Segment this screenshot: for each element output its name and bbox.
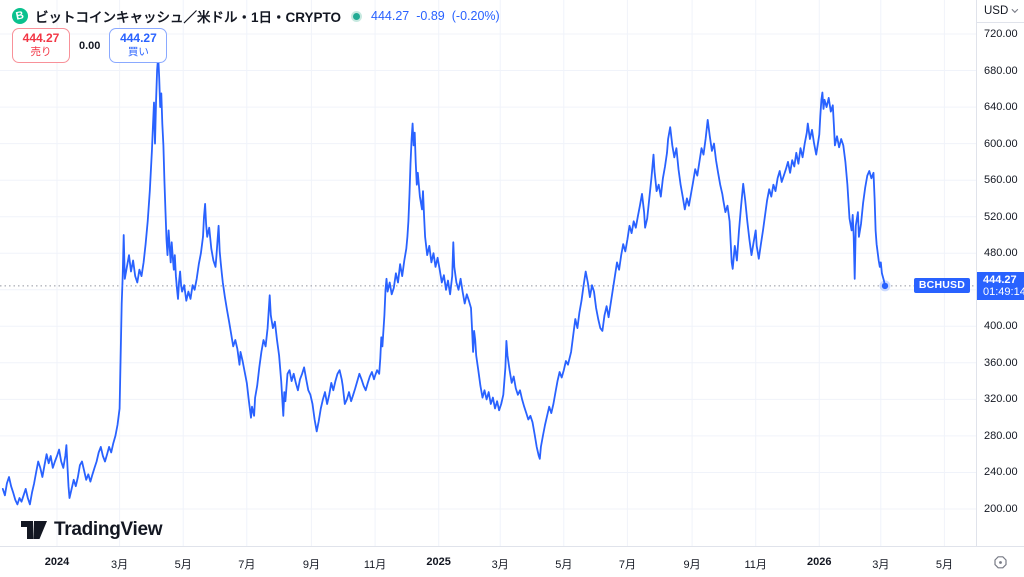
time-axis-label: 2026 xyxy=(807,556,832,568)
currency-selector[interactable]: USD xyxy=(977,0,1024,23)
price-axis-label: 560.00 xyxy=(984,174,1018,187)
market-status-icon[interactable] xyxy=(351,10,363,22)
last-price: 444.27 xyxy=(371,9,410,23)
price-axis-label: 600.00 xyxy=(984,137,1018,150)
time-axis-label: 2024 xyxy=(44,556,70,568)
bar-countdown: 01:49:14 xyxy=(983,285,1024,298)
quote-values: 444.27 -0.89 (-0.20%) xyxy=(371,9,500,23)
spread-value: 0.00 xyxy=(79,39,101,52)
chevron-down-icon xyxy=(1011,8,1019,14)
current-price-value: 444.27 xyxy=(983,273,1017,286)
buy-price: 444.27 xyxy=(120,31,157,45)
symbol-price-tag: BCHUSD xyxy=(913,278,970,294)
gear-icon xyxy=(993,555,1007,568)
buy-label: 買い xyxy=(127,46,149,58)
tradingview-logo-icon xyxy=(21,521,47,539)
price-line-chart xyxy=(0,0,976,546)
chart-pane[interactable]: BCHUSD xyxy=(0,0,976,546)
tradingview-logo[interactable]: TradingView xyxy=(21,519,163,541)
price-change: -0.89 xyxy=(416,9,445,23)
price-axis-label: 400.00 xyxy=(984,320,1018,333)
price-axis-label: 280.00 xyxy=(984,429,1018,442)
time-axis-label: 2025 xyxy=(426,556,451,568)
price-axis-label: 240.00 xyxy=(984,466,1018,479)
currency-label: USD xyxy=(984,5,1009,17)
bitcoin-cash-icon: B xyxy=(12,8,28,24)
price-axis-label: 720.00 xyxy=(984,28,1018,40)
buy-button[interactable]: 444.27 買い xyxy=(109,28,168,64)
time-axis-label: 7月 xyxy=(238,559,256,571)
price-axis-label: 520.00 xyxy=(984,210,1018,223)
current-price-label: 444.27 01:49:14 xyxy=(977,271,1024,300)
time-axis[interactable]: 2024 3月 5月 7月 9月 11月 2025 3月 5月 7月 9月 11月 2026 3月 5月 xyxy=(0,546,976,577)
price-axis-label: 360.00 xyxy=(984,356,1018,369)
time-axis-label: 3月 xyxy=(491,559,509,571)
price-axis[interactable]: USD 720.00 680.00 640.00 600.00 560.00 520.00… xyxy=(976,0,1024,546)
price-axis-label: 320.00 xyxy=(984,393,1018,406)
time-axis-label: 11月 xyxy=(744,559,767,571)
time-axis-label: 7月 xyxy=(618,559,636,571)
scale-settings-corner[interactable] xyxy=(976,546,1024,577)
price-axis-label: 640.00 xyxy=(984,101,1018,114)
time-axis-label: 9月 xyxy=(302,559,320,571)
price-axis-label: 200.00 xyxy=(984,503,1018,515)
sell-price: 444.27 xyxy=(22,31,60,45)
time-axis-label: 11月 xyxy=(363,559,387,571)
tradingview-logo-text: TradingView xyxy=(54,519,163,540)
time-axis-label: 5月 xyxy=(174,559,192,571)
time-axis-label: 5月 xyxy=(555,559,573,571)
time-axis-label: 9月 xyxy=(683,559,701,571)
time-axis-label: 3月 xyxy=(872,559,890,571)
sell-label: 売り xyxy=(30,46,52,58)
symbol-title[interactable]: ビットコインキャッシュ／米ドル・1日・CRYPTO xyxy=(35,10,342,25)
price-axis-label: 680.00 xyxy=(984,64,1018,77)
symbol-header: B ビットコインキャッシュ／米ドル・1日・CRYPTO 444.27 -0.89… xyxy=(12,6,500,26)
order-panel: 444.27 売り 0.00 444.27 買い xyxy=(12,28,168,64)
price-axis-label: 480.00 xyxy=(984,247,1018,260)
time-axis-label: 3月 xyxy=(111,559,129,571)
price-change-percent: (-0.20%) xyxy=(451,9,500,23)
sell-button[interactable]: 444.27 売り xyxy=(12,28,70,64)
time-axis-label: 5月 xyxy=(935,559,953,571)
